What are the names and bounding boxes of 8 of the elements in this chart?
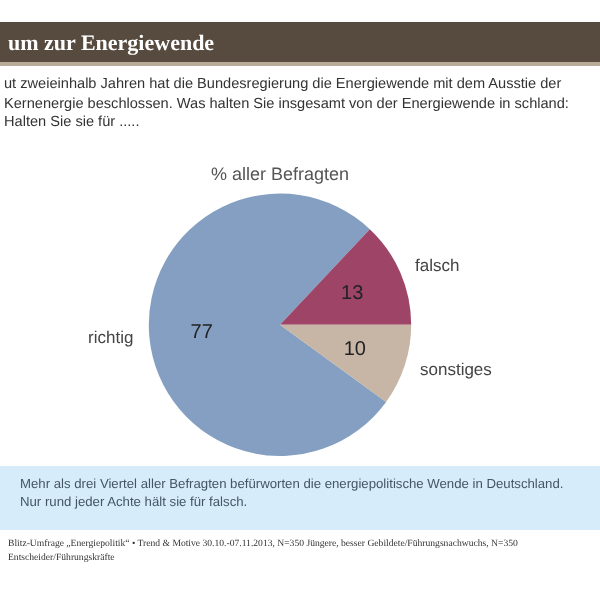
slice-label: sonstiges (420, 358, 492, 379)
slice-label: richtig (88, 327, 134, 348)
data-label: 13 (341, 283, 365, 306)
slice-label: falsch (415, 255, 461, 276)
chart-title: um zur Energiewende (0, 22, 600, 66)
data-label: 10 (343, 338, 367, 361)
text: % aller Befragten (210, 163, 350, 184)
data-label: 77 (190, 321, 214, 344)
